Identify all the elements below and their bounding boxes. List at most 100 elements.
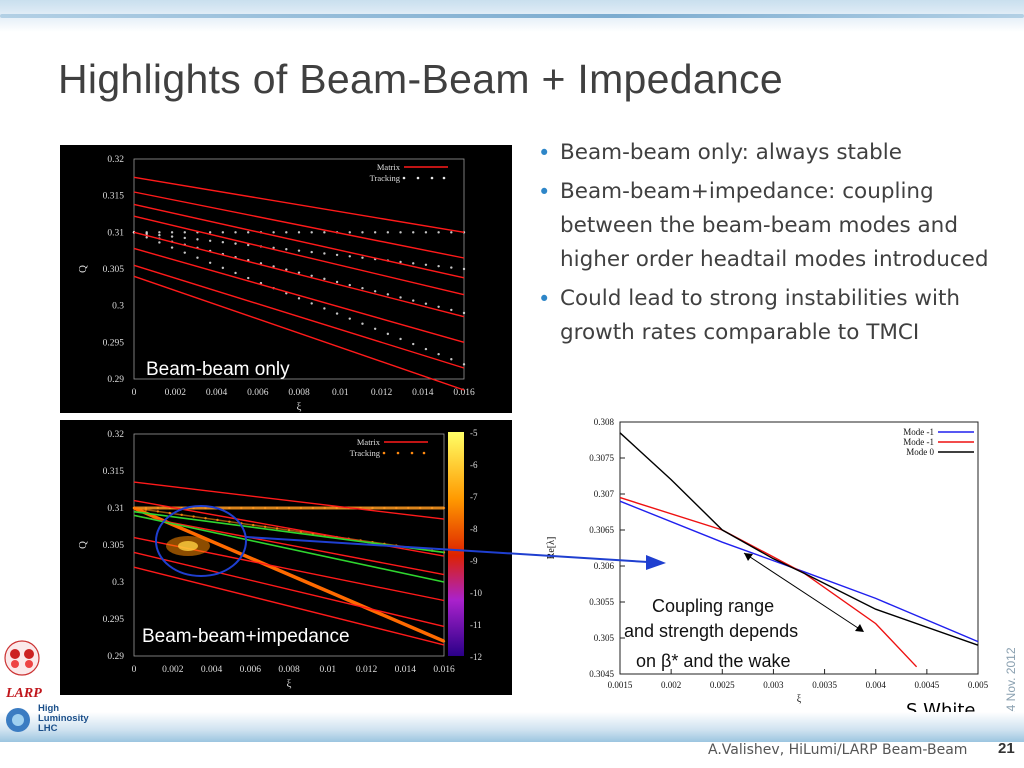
colorbar-tick-label: -7 bbox=[470, 492, 478, 502]
colorbar-tick-label: -10 bbox=[470, 588, 482, 598]
bottom-decor-band bbox=[0, 712, 1024, 742]
hilumi-line3: LHC bbox=[38, 723, 58, 734]
tracking-point bbox=[424, 302, 428, 305]
x-tick-label: 0.004 bbox=[201, 665, 223, 675]
tracking-point bbox=[247, 231, 250, 234]
matrix-line bbox=[133, 247, 465, 344]
x-tick-label: 0.006 bbox=[240, 665, 262, 675]
tracking-point bbox=[412, 342, 415, 346]
y-tick-label: 0.3065 bbox=[589, 525, 614, 535]
tracking-point bbox=[412, 231, 415, 234]
chart-svg-2: 0.29 0.295 0.3 0.305 0.31 0.315 0.32 0 0.002 0.00… bbox=[77, 428, 482, 690]
bullet-text: Could lead to strong instabilities with … bbox=[560, 286, 961, 345]
tracking-point bbox=[234, 242, 237, 245]
hilumi-logo-icon bbox=[6, 708, 30, 732]
footer-text: A.Valishev, HiLumi/LARP Beam-Beam bbox=[708, 742, 968, 758]
chart-beam-beam-only: 0.29 0.295 0.3 0.305 0.31 0.315 0.32 0 0.002 0.00… bbox=[60, 145, 512, 413]
legend-tracking-swatch bbox=[422, 451, 426, 455]
tracking-point bbox=[208, 231, 212, 234]
bullet-item: • Beam-beam only: always stable bbox=[536, 136, 1006, 170]
tracking-point bbox=[208, 261, 212, 264]
x-axis-label: ξ bbox=[797, 694, 802, 705]
x-tick-label: 0.014 bbox=[412, 388, 434, 398]
bullet-list: • Beam-beam only: always stable • Beam-bea… bbox=[536, 136, 1006, 355]
tracking-point bbox=[310, 274, 313, 277]
x-tick-label: 0.005 bbox=[968, 680, 989, 690]
tracking-point bbox=[386, 293, 390, 296]
legend-tracking-swatch bbox=[402, 176, 406, 180]
mode-series-line bbox=[619, 496, 918, 668]
tracking-point bbox=[399, 231, 402, 234]
tracking-point bbox=[323, 277, 326, 281]
y-tick-label: 0.3045 bbox=[589, 669, 614, 679]
tracking-point bbox=[361, 231, 364, 234]
tracking-point bbox=[437, 305, 440, 308]
hilumi-line2: Luminosity bbox=[38, 713, 89, 724]
tracking-point bbox=[170, 231, 174, 234]
y-tick-label: 0.3 bbox=[112, 578, 124, 588]
colorbar-tick-label: -12 bbox=[470, 652, 482, 662]
tracking-point bbox=[412, 299, 415, 302]
tracking-point bbox=[323, 231, 326, 234]
colorbar bbox=[448, 432, 464, 656]
x-tick-label: 0.004 bbox=[206, 388, 228, 398]
tracking-point bbox=[297, 297, 301, 300]
legend-tracking-swatch bbox=[410, 451, 414, 455]
tracking-point bbox=[323, 307, 326, 310]
y-tick-label: 0.295 bbox=[103, 338, 125, 348]
legend-tracking-swatch bbox=[396, 451, 400, 455]
tracking-point bbox=[399, 260, 402, 264]
y-tick-label: 0.32 bbox=[107, 155, 124, 165]
tracking-point bbox=[348, 317, 351, 320]
tracking-point bbox=[373, 327, 377, 330]
x-tick-label: 0.002 bbox=[661, 680, 681, 690]
legend-label: Tracking bbox=[370, 173, 401, 183]
tracking-point bbox=[361, 286, 364, 290]
y-axis-label: Q bbox=[77, 265, 89, 273]
tracking-point bbox=[424, 347, 428, 351]
y-tick-label: 0.307 bbox=[594, 489, 615, 499]
bullet-dot-icon: • bbox=[538, 141, 551, 165]
matrix-line bbox=[133, 215, 465, 296]
top-swoosh bbox=[0, 14, 1024, 18]
y-tick-label: 0.31 bbox=[107, 504, 124, 514]
y-tick-label: 0.305 bbox=[103, 265, 125, 275]
tracking-point bbox=[247, 276, 250, 280]
x-axis-label: ξ bbox=[287, 678, 292, 690]
x-tick-label: 0.002 bbox=[165, 388, 187, 398]
tracking-point bbox=[221, 266, 225, 270]
page-number: 21 bbox=[998, 740, 1015, 757]
tracking-point bbox=[437, 352, 440, 356]
tracking-point bbox=[437, 264, 440, 268]
x-tick-label: 0.012 bbox=[371, 388, 393, 398]
tracking-point bbox=[335, 253, 339, 257]
matrix-line bbox=[133, 481, 445, 520]
tracking-point bbox=[158, 233, 161, 237]
tracking-point bbox=[373, 231, 377, 234]
tracking-point bbox=[399, 337, 402, 341]
x-tick-label: 0.01 bbox=[332, 388, 349, 398]
x-tick-label: 0.016 bbox=[453, 388, 475, 398]
tracking-point bbox=[170, 235, 174, 238]
tracking-point bbox=[399, 296, 402, 299]
tracking-point bbox=[285, 268, 288, 271]
tracking-point bbox=[297, 249, 301, 252]
tracking-point bbox=[412, 262, 415, 265]
x-axis-label: ξ bbox=[297, 401, 302, 413]
tracking-point bbox=[373, 290, 377, 293]
y-tick-label: 0.315 bbox=[103, 192, 125, 202]
bullet-dot-icon: • bbox=[538, 287, 551, 311]
legend-label: Tracking bbox=[350, 448, 381, 458]
colorbar-tick-label: -11 bbox=[470, 620, 482, 630]
legend-label: Matrix bbox=[377, 162, 401, 172]
x-tick-label: 0.0045 bbox=[914, 680, 939, 690]
y-tick-label: 0.305 bbox=[594, 633, 615, 643]
y-tick-label: 0.295 bbox=[103, 615, 125, 625]
larp-logo: LARP bbox=[6, 686, 42, 701]
tracking-point bbox=[221, 231, 225, 234]
tracking-point bbox=[208, 239, 212, 242]
y-axis-label: Q bbox=[77, 541, 89, 549]
matrix-line bbox=[133, 551, 445, 628]
y-tick-label: 0.29 bbox=[107, 375, 124, 385]
hilumi-logo-text: High Luminosity LHC bbox=[38, 704, 89, 734]
